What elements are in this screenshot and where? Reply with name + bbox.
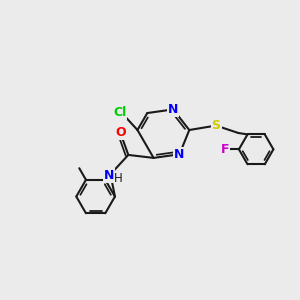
Text: H: H xyxy=(113,172,122,185)
Text: F: F xyxy=(221,143,229,156)
Text: O: O xyxy=(116,126,126,139)
Text: N: N xyxy=(168,103,178,116)
Text: Cl: Cl xyxy=(113,106,126,119)
Text: N: N xyxy=(104,169,114,182)
Text: S: S xyxy=(212,119,220,132)
Text: N: N xyxy=(174,148,185,161)
